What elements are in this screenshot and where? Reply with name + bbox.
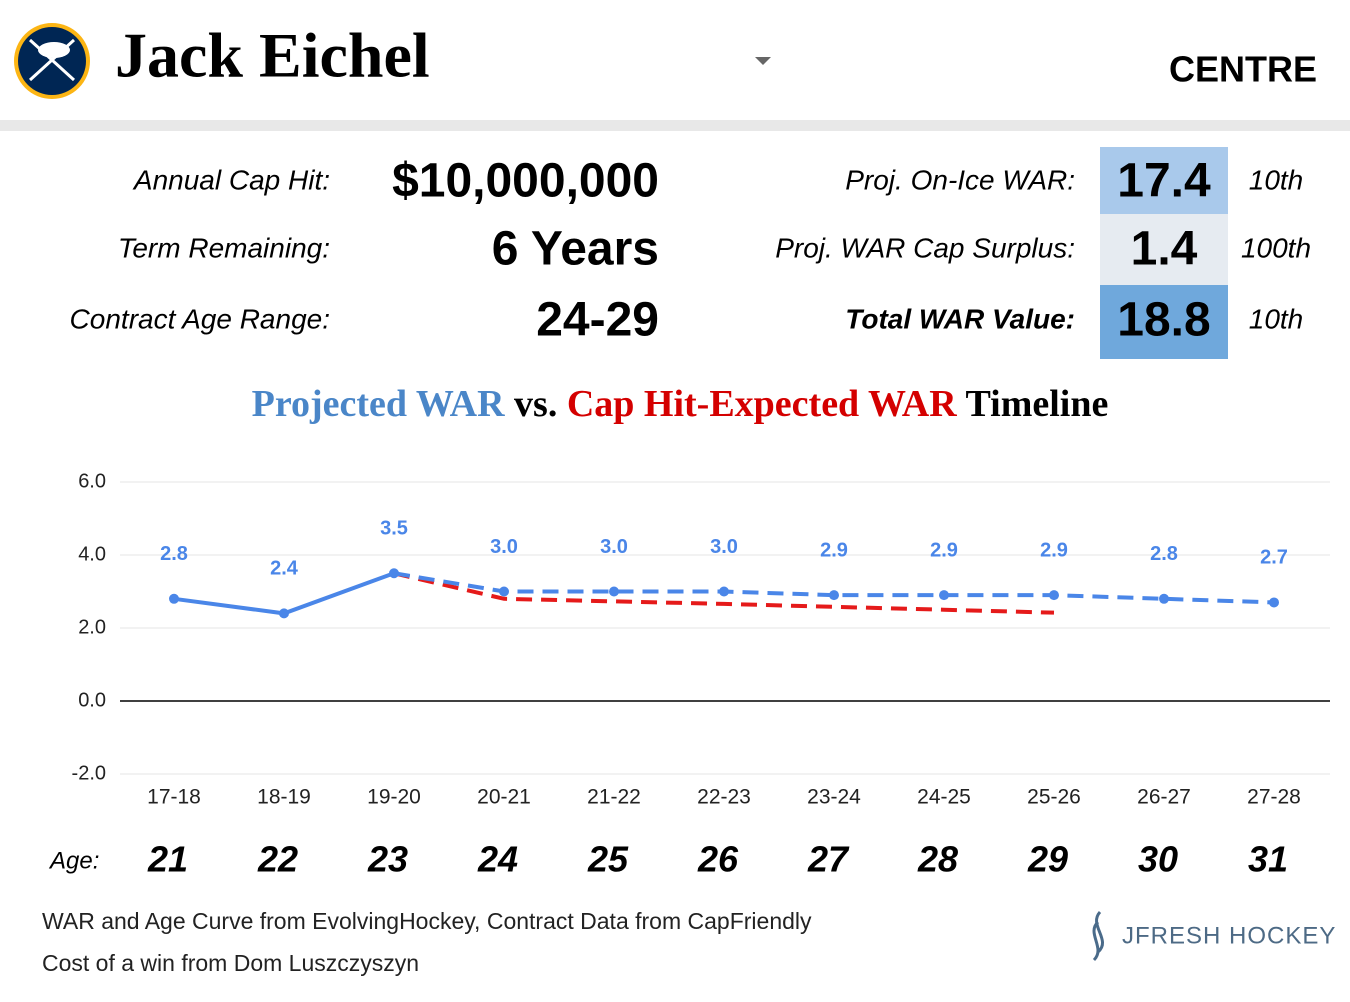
war-box (1100, 285, 1228, 359)
stat-value: 6 Years (492, 223, 659, 276)
y-tick-label: 2.0 (78, 616, 106, 638)
data-label: 3.5 (380, 518, 408, 540)
source-note: Cost of a win from Dom Luszczyszyn (42, 950, 419, 976)
stat-label: Annual Cap Hit: (132, 164, 330, 195)
x-tick-label: 22-23 (697, 786, 751, 809)
data-label: 2.8 (160, 543, 188, 565)
point (1159, 593, 1169, 604)
y-tick-label: 6.0 (78, 470, 106, 492)
x-tick-label: 27-28 (1247, 786, 1301, 809)
age: 23 (367, 839, 408, 880)
brand-mark (1092, 910, 1105, 962)
point (719, 586, 729, 597)
x-tick-label: 23-24 (807, 786, 861, 809)
point (829, 590, 839, 601)
data-label: 2.7 (1260, 547, 1288, 569)
series-line (393, 571, 1275, 605)
x-tick-label: 24-25 (917, 786, 971, 809)
war-value: 1.4 (1131, 223, 1198, 276)
stat-label: Contract Age Range: (70, 303, 330, 334)
age: 24 (477, 839, 518, 880)
war-label: Proj. On-Ice WAR: (845, 164, 1075, 195)
age: 27 (807, 839, 850, 880)
position: CENTRE (1169, 49, 1317, 90)
x-tick-label: 25-26 (1027, 786, 1081, 809)
source-note: WAR and Age Curve from EvolvingHockey, C… (42, 908, 812, 934)
age: 29 (1027, 839, 1068, 880)
divider (0, 120, 1350, 131)
age: 28 (917, 839, 958, 880)
y-tick-label: -2.0 (72, 762, 106, 784)
data-label: 2.9 (930, 539, 958, 561)
war-label: Proj. WAR Cap Surplus: (775, 232, 1075, 263)
title-part: Projected WAR (252, 383, 505, 425)
stat-value: $10,000,000 (392, 155, 659, 208)
x-tick-label: 21-22 (587, 786, 641, 809)
player-name: Jack Eichel (115, 20, 430, 91)
data-label: 2.8 (1150, 543, 1178, 565)
war-value: 17.4 (1117, 155, 1211, 208)
point (389, 568, 399, 579)
war-rank: 10th (1249, 164, 1304, 195)
point (1269, 597, 1279, 608)
y-tick-label: 0.0 (78, 689, 106, 711)
series-line (393, 571, 1055, 615)
data-label: 3.0 (490, 536, 518, 558)
chart-title: Projected WAR vs. Cap Hit-Expected WAR T… (252, 383, 1109, 425)
title-part: Timeline (966, 383, 1109, 425)
data-label: 3.0 (710, 536, 738, 558)
war-box (1100, 214, 1228, 285)
title-part: vs. (514, 383, 557, 425)
stat-value: 24-29 (536, 294, 659, 347)
data-label: 2.9 (1040, 539, 1068, 561)
war-value: 18.8 (1117, 294, 1210, 347)
age-label: Age: (48, 847, 99, 874)
point (279, 608, 289, 619)
brand-logo: JFRESH HOCKEY (1092, 910, 1336, 962)
data-label: 3.0 (600, 536, 628, 558)
age: 21 (147, 839, 188, 880)
age: 26 (697, 839, 739, 880)
data-label: 2.4 (270, 558, 299, 580)
age: 25 (587, 839, 629, 880)
x-tick-label: 17-18 (147, 786, 201, 809)
age: 30 (1138, 839, 1178, 880)
point (609, 586, 619, 597)
x-tick-label: 20-21 (477, 786, 531, 809)
point (169, 593, 179, 604)
logo (14, 23, 90, 99)
point (499, 586, 509, 597)
title-part: Cap Hit-Expected WAR (567, 383, 957, 425)
war-rank: 100th (1241, 232, 1311, 263)
war-label: Total WAR Value: (845, 303, 1075, 334)
x-tick-label: 18-19 (257, 786, 311, 809)
stat-label: Term Remaining: (118, 232, 330, 263)
brand: JFRESH HOCKEY (1122, 922, 1336, 949)
war-rank: 10th (1249, 303, 1304, 334)
age: 22 (257, 839, 298, 880)
war-box (1100, 147, 1228, 214)
point (1049, 590, 1059, 601)
point (939, 590, 949, 601)
dropdown-arrow[interactable] (755, 57, 771, 65)
x-tick-label: 19-20 (367, 786, 421, 809)
y-tick-label: 4.0 (78, 543, 106, 565)
data-label: 2.9 (820, 539, 848, 561)
age: 31 (1248, 839, 1288, 880)
x-tick-label: 26-27 (1137, 786, 1191, 809)
